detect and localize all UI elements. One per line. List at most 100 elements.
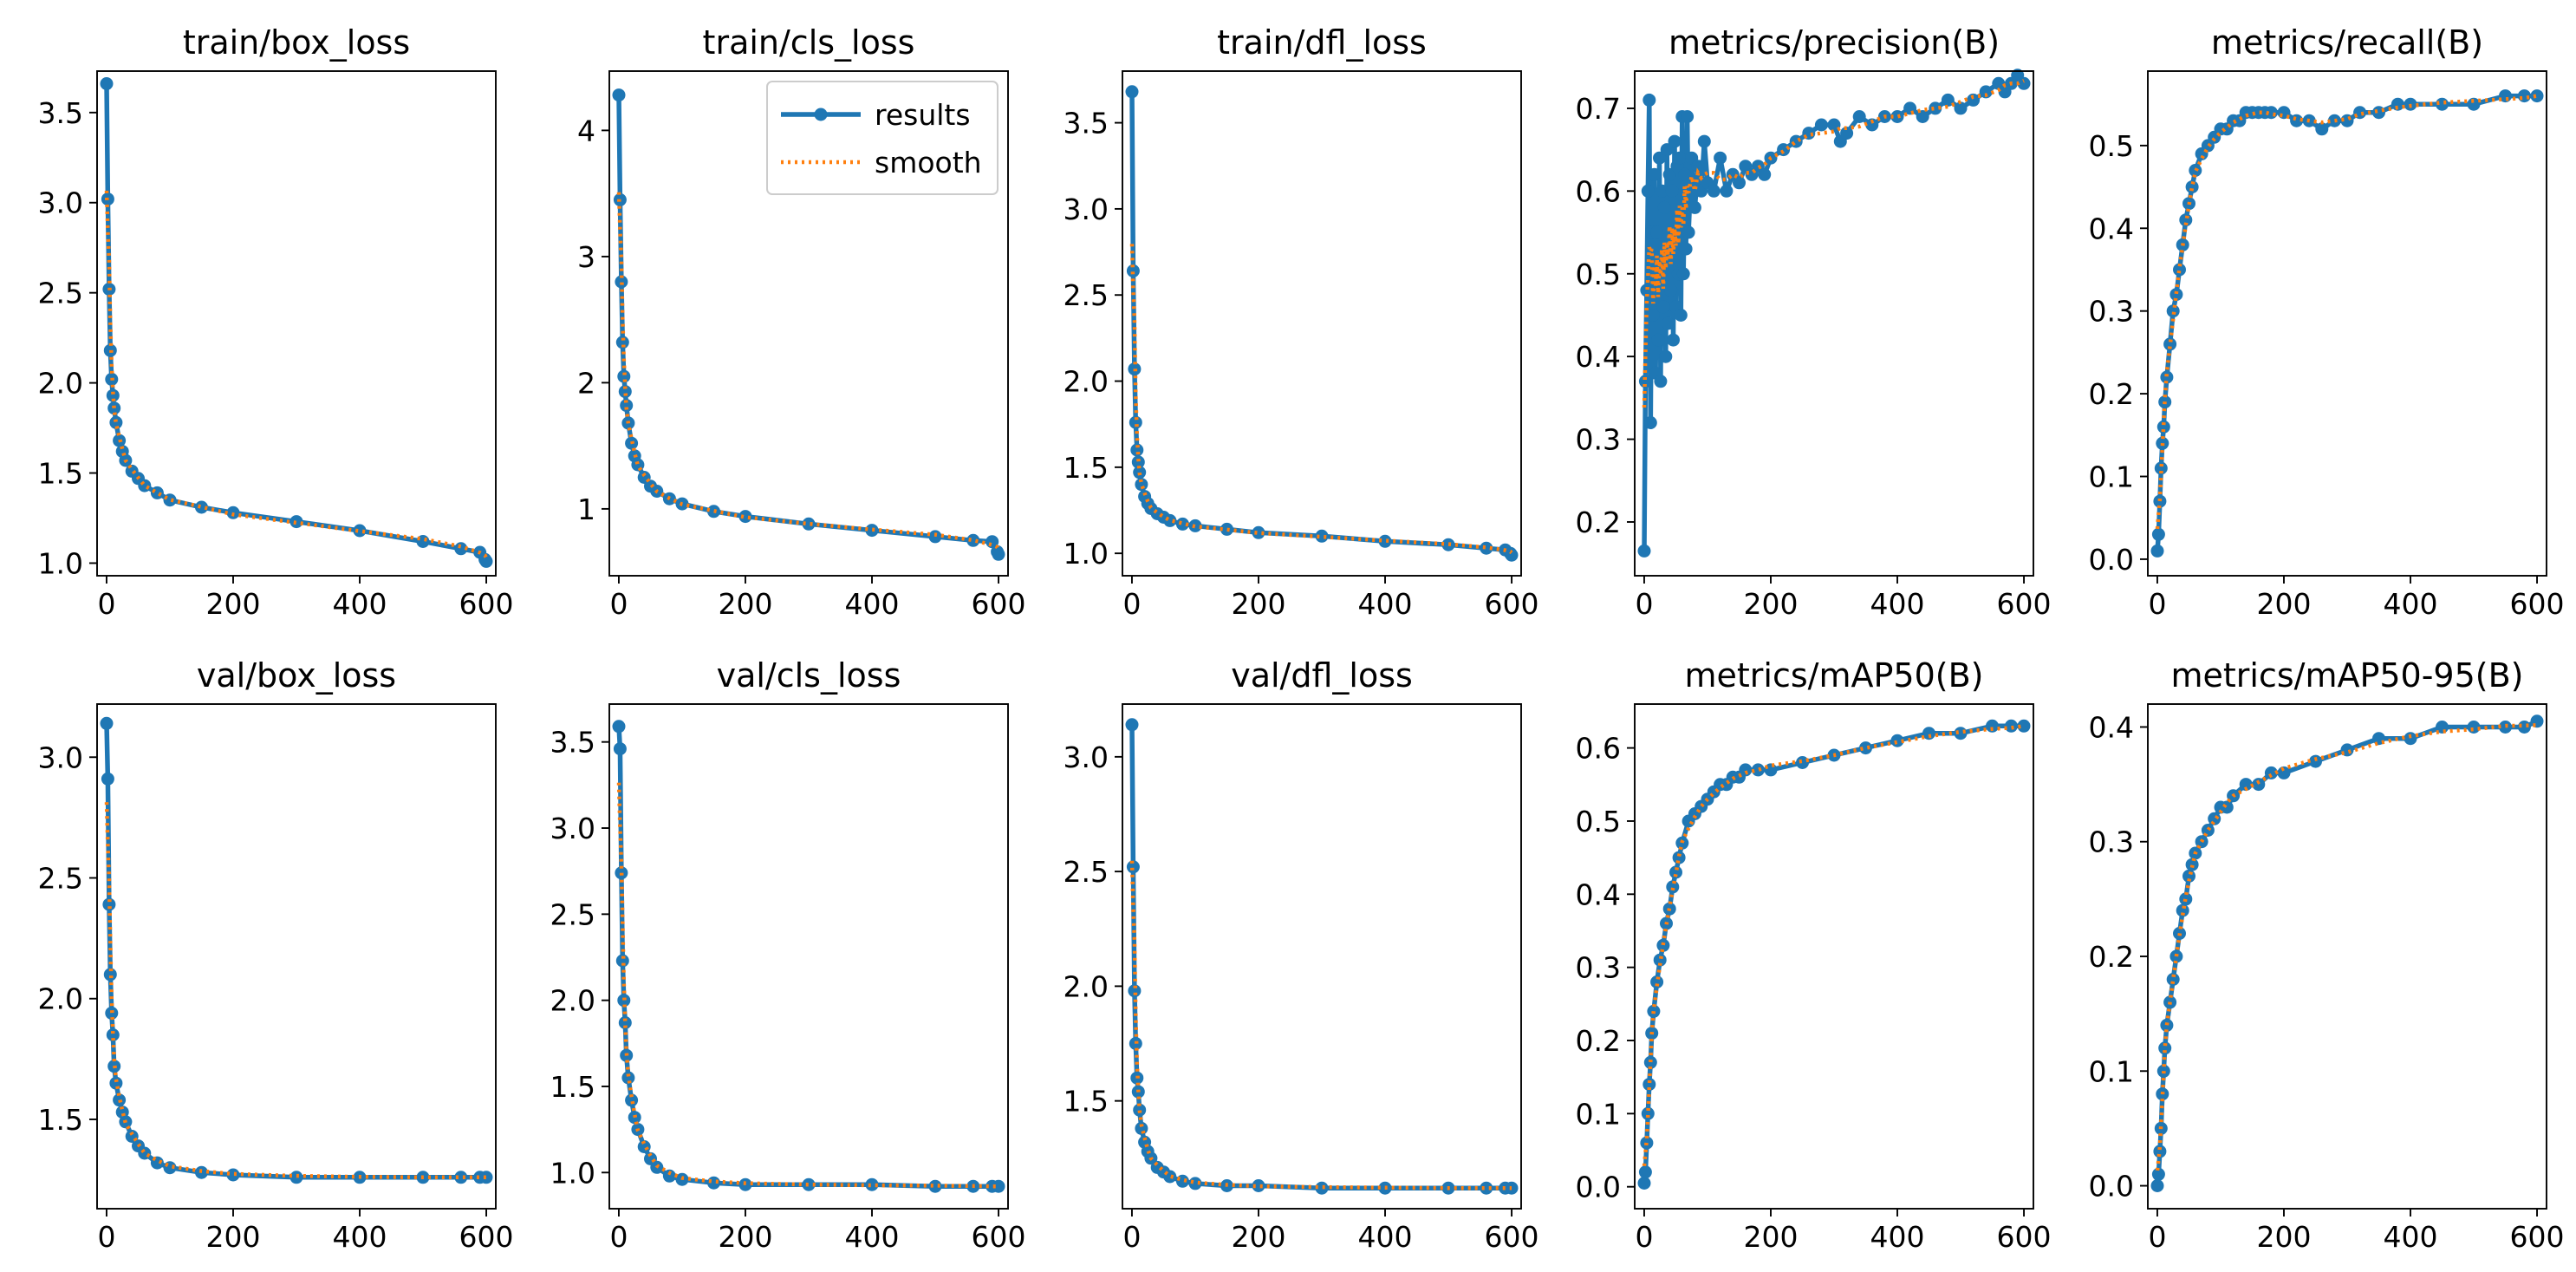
results-marker bbox=[1688, 200, 1701, 214]
results-marker bbox=[138, 1146, 152, 1160]
results-marker bbox=[621, 1071, 635, 1085]
x-tick-label: 600 bbox=[1997, 1220, 2052, 1254]
y-tick-label: 1.5 bbox=[1064, 451, 1109, 485]
y-tick-label: 1.5 bbox=[38, 457, 83, 491]
axes-frame bbox=[96, 703, 497, 1210]
results-marker bbox=[1796, 756, 1809, 769]
x-tick-label: 400 bbox=[1870, 587, 1925, 621]
y-tick-label: 2.0 bbox=[38, 982, 83, 1016]
x-tick-label: 400 bbox=[2384, 587, 2438, 621]
results-marker bbox=[1751, 763, 1765, 777]
x-tick-label: 400 bbox=[845, 1220, 900, 1254]
results-marker bbox=[1859, 741, 1872, 755]
results-marker bbox=[1129, 415, 1142, 429]
y-tick-label: 2.5 bbox=[1064, 278, 1109, 312]
results-marker bbox=[1125, 85, 1139, 99]
results-marker bbox=[1679, 242, 1693, 256]
results-marker bbox=[1651, 333, 1665, 347]
x-tick-label: 600 bbox=[459, 1220, 514, 1254]
results-marker bbox=[2252, 778, 2266, 792]
results-marker bbox=[738, 510, 752, 524]
results-marker bbox=[992, 1179, 1005, 1193]
results-marker bbox=[226, 1168, 240, 1182]
y-tick-label: 0.4 bbox=[1576, 340, 1621, 374]
results-marker bbox=[2185, 180, 2199, 194]
results-marker bbox=[1126, 860, 1140, 874]
x-tick-label: 0 bbox=[2148, 1220, 2166, 1254]
y-tick-label: 2 bbox=[577, 366, 595, 400]
x-tick-label: 0 bbox=[1635, 1220, 1653, 1254]
results-marker bbox=[2327, 114, 2341, 127]
x-tick-label: 600 bbox=[1485, 1220, 1539, 1254]
y-tick-label: 0.3 bbox=[1576, 951, 1621, 985]
y-tick-label: 0.0 bbox=[1576, 1171, 1621, 1204]
results-marker bbox=[1668, 134, 1682, 148]
results-marker bbox=[1662, 167, 1676, 181]
results-marker bbox=[662, 1169, 676, 1183]
results-marker bbox=[1315, 1181, 1329, 1195]
panel-title: metrics/mAP50(B) bbox=[1685, 656, 1984, 695]
results-marker bbox=[1865, 118, 1879, 132]
y-tick-label: 4 bbox=[577, 114, 595, 147]
y-tick-label: 3.5 bbox=[1064, 107, 1109, 140]
results-marker bbox=[1916, 110, 1929, 123]
results-marker bbox=[2150, 544, 2164, 558]
y-tick-label: 2.5 bbox=[1064, 855, 1109, 889]
x-tick-label: 200 bbox=[205, 1220, 260, 1254]
x-tick-label: 0 bbox=[609, 587, 628, 621]
results-marker bbox=[2151, 527, 2165, 541]
results-marker bbox=[1655, 184, 1669, 198]
results-marker bbox=[101, 772, 114, 786]
x-tick-label: 400 bbox=[2384, 1220, 2438, 1254]
x-tick-label: 0 bbox=[1122, 587, 1141, 621]
y-tick-label: 0.4 bbox=[2089, 710, 2134, 744]
results-marker bbox=[479, 1171, 493, 1184]
results-marker bbox=[1691, 160, 1705, 173]
y-tick-label: 0.5 bbox=[1576, 258, 1621, 291]
y-tick-label: 0.0 bbox=[2089, 1170, 2134, 1204]
results-marker bbox=[2173, 263, 2186, 277]
x-tick-label: 400 bbox=[333, 587, 387, 621]
results-marker bbox=[150, 486, 164, 499]
y-tick-label: 3.0 bbox=[1064, 740, 1109, 774]
panel-title: metrics/precision(B) bbox=[1669, 23, 2000, 62]
results-marker bbox=[1802, 127, 1816, 140]
results-marker bbox=[1789, 134, 1803, 148]
subplot-metrics-map50-95-b-: metrics/mAP50-95(B) 0 200 400 600 0.0 0.1 0.2 0.… bbox=[2089, 656, 2565, 1254]
results-marker bbox=[615, 954, 629, 968]
results-marker bbox=[353, 524, 367, 538]
subplot-val-dfl-loss: val/dfl_loss 0 200 400 600 1.5 2.0 2.5 3.0 bbox=[1064, 656, 1539, 1254]
x-tick-label: 400 bbox=[333, 1220, 387, 1254]
results-marker bbox=[102, 897, 116, 911]
results-marker bbox=[113, 1093, 127, 1107]
results-marker bbox=[612, 88, 626, 102]
legend-results-marker bbox=[814, 108, 828, 121]
results-marker bbox=[1672, 851, 1686, 864]
legend: results smooth bbox=[766, 81, 999, 195]
x-tick-label: 200 bbox=[1743, 587, 1798, 621]
results-marker bbox=[2189, 164, 2202, 177]
results-marker bbox=[2530, 89, 2544, 103]
results-marker bbox=[1666, 880, 1680, 894]
results-marker bbox=[617, 369, 631, 383]
results-marker bbox=[1640, 284, 1654, 297]
x-tick-label: 0 bbox=[1635, 587, 1653, 621]
results-marker bbox=[1758, 167, 1772, 181]
results-marker bbox=[163, 493, 177, 507]
y-tick-label: 2.5 bbox=[38, 277, 83, 310]
results-marker bbox=[620, 399, 634, 413]
y-tick-label: 2.0 bbox=[38, 367, 83, 401]
results-marker bbox=[1126, 264, 1140, 277]
results-marker bbox=[2372, 106, 2385, 120]
results-marker bbox=[1707, 184, 1721, 198]
results-marker bbox=[1667, 333, 1680, 347]
y-tick-label: 0.5 bbox=[2089, 129, 2134, 163]
results-marker bbox=[1128, 984, 1142, 998]
results-marker bbox=[1133, 1103, 1147, 1117]
results-marker bbox=[1643, 93, 1656, 107]
results-marker bbox=[865, 1177, 879, 1191]
results-marker bbox=[1650, 975, 1664, 988]
results-marker bbox=[1637, 1177, 1651, 1190]
results-marker bbox=[1986, 719, 1999, 733]
